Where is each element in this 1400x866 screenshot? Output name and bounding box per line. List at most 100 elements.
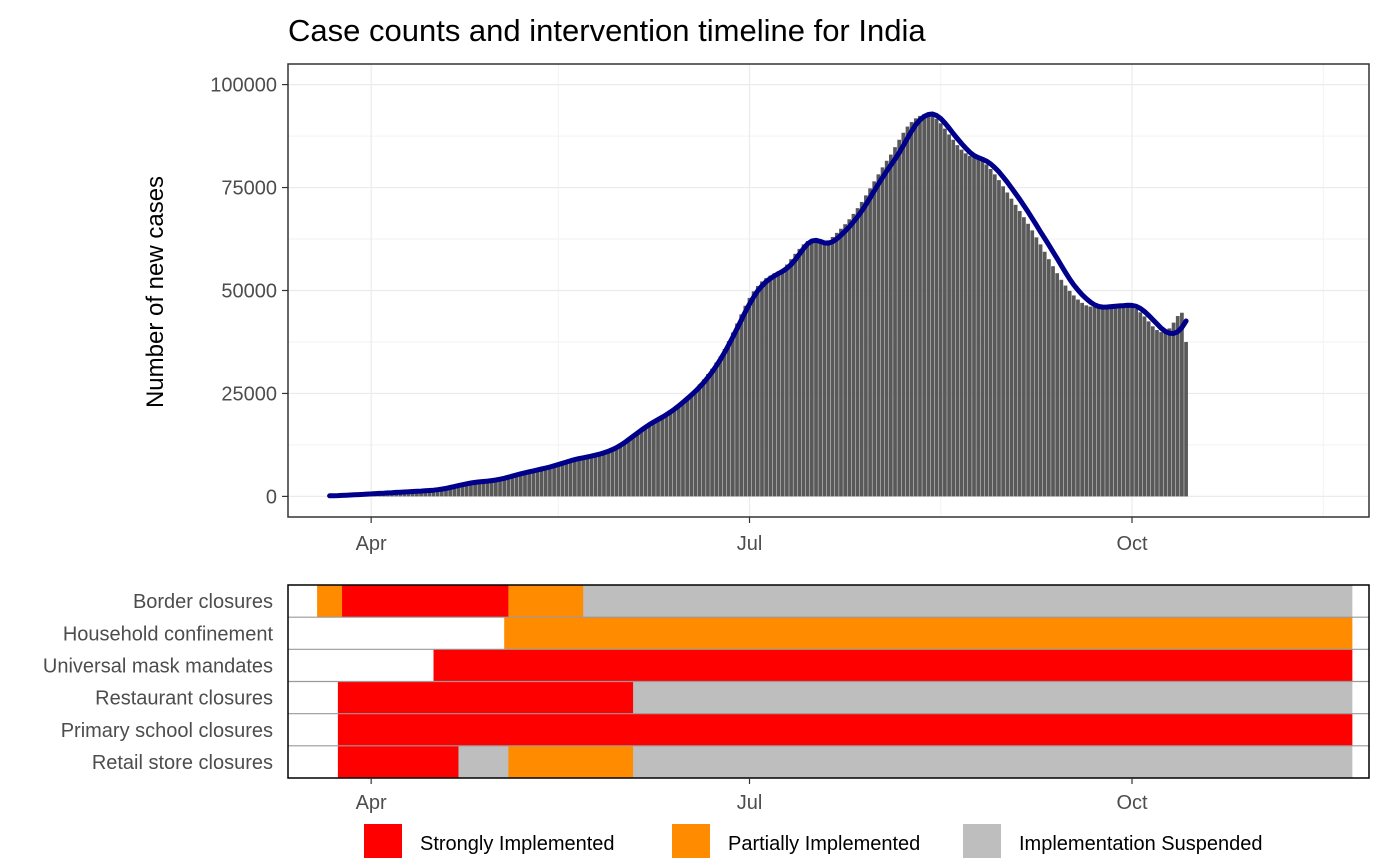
case-bar <box>1026 223 1030 497</box>
case-bar <box>556 465 561 497</box>
intervention-tile <box>1352 617 1370 650</box>
case-bar <box>726 341 731 497</box>
case-bar <box>764 278 768 497</box>
case-bar <box>527 471 532 497</box>
y-tick-label: 50000 <box>221 281 277 303</box>
case-bar <box>706 374 710 497</box>
case-bar <box>847 219 852 497</box>
case-bar <box>498 479 502 497</box>
case-bar <box>1130 306 1134 497</box>
case-bar <box>797 248 802 497</box>
case-bar <box>448 488 453 497</box>
case-bar <box>693 389 698 497</box>
x-tick-label: Apr <box>356 533 387 555</box>
case-bar <box>997 180 1001 497</box>
case-bar <box>909 122 914 497</box>
case-bar <box>972 157 976 497</box>
case-bar <box>760 281 764 497</box>
case-bar <box>681 400 685 497</box>
case-bar <box>868 188 872 497</box>
case-bar <box>1005 192 1010 497</box>
intervention-tile <box>1352 713 1370 747</box>
case-bar <box>602 453 606 497</box>
case-bar <box>568 460 573 497</box>
case-bar <box>897 139 902 497</box>
case-bar <box>1063 285 1068 497</box>
case-bar <box>789 259 793 497</box>
case-bar <box>1117 304 1122 497</box>
case-bar <box>913 118 918 497</box>
case-bar <box>523 472 527 497</box>
case-bar <box>1080 302 1084 497</box>
case-bar <box>643 426 648 497</box>
case-bar <box>839 228 843 497</box>
intervention-tile <box>288 649 434 682</box>
case-bar <box>656 418 660 497</box>
case-bar <box>876 174 881 497</box>
case-bar <box>988 169 993 497</box>
case-bar <box>947 134 951 497</box>
case-bar <box>581 458 586 497</box>
case-bar <box>851 213 856 497</box>
case-bar <box>1022 217 1026 497</box>
intervention-tile <box>633 681 1353 715</box>
daily-case-bars <box>327 113 1188 497</box>
case-bar <box>980 161 985 497</box>
case-bar <box>1159 332 1163 497</box>
y-tick-label: 0 <box>266 486 277 508</box>
case-bar <box>793 253 798 497</box>
case-bar <box>1088 306 1093 497</box>
case-bar <box>818 241 823 497</box>
legend-item: Strongly Implemented <box>364 824 615 858</box>
case-bar <box>992 174 997 497</box>
intervention-tile <box>1352 681 1370 715</box>
intervention-tile <box>337 745 459 779</box>
case-bar <box>627 439 631 497</box>
case-bar <box>485 481 490 497</box>
cases-y-axis: 0 25000 50000 75000 100000 <box>210 75 288 508</box>
case-bar <box>743 305 748 497</box>
case-bar <box>893 147 897 497</box>
intervention-tiles <box>288 585 1370 779</box>
case-bar <box>1034 237 1039 497</box>
case-bar <box>510 476 515 497</box>
case-bar <box>1001 186 1005 497</box>
case-bar <box>710 368 714 497</box>
case-bar <box>776 271 781 497</box>
case-bar <box>514 474 519 497</box>
case-bar <box>963 153 968 497</box>
case-bar <box>1101 306 1105 497</box>
y-tick-label: 100000 <box>210 75 277 97</box>
intervention-tile <box>1352 649 1370 682</box>
case-bar <box>464 484 469 497</box>
case-bar <box>1059 279 1064 497</box>
x-tick-label: Jul <box>737 533 763 555</box>
case-bar <box>930 115 935 497</box>
case-bar <box>618 445 623 497</box>
intervention-label: Universal mask mandates <box>43 655 273 677</box>
case-bar <box>660 416 665 497</box>
case-bar <box>1038 244 1043 497</box>
x-tick-label: Oct <box>1116 792 1148 814</box>
case-bar <box>1121 304 1126 497</box>
case-bar <box>1155 330 1159 497</box>
intervention-tile <box>458 745 509 779</box>
intervention-tile <box>633 745 1353 779</box>
case-bar <box>1084 305 1089 497</box>
case-bar <box>427 489 432 497</box>
case-bar <box>1105 306 1109 497</box>
case-bar <box>606 451 611 497</box>
case-bar <box>589 456 594 497</box>
y-tick-label: 25000 <box>221 383 277 405</box>
case-bar <box>735 323 739 497</box>
case-bar <box>635 432 640 497</box>
case-bar <box>922 114 926 497</box>
case-bar <box>1030 230 1035 497</box>
case-bar <box>731 332 735 497</box>
case-bar <box>955 145 960 497</box>
case-bar <box>722 348 727 497</box>
cases-x-axis: Apr Jul Oct <box>356 517 1148 555</box>
case-bar <box>888 154 893 497</box>
legend-swatch <box>364 824 402 858</box>
smoothed-trend-line <box>327 111 1189 499</box>
